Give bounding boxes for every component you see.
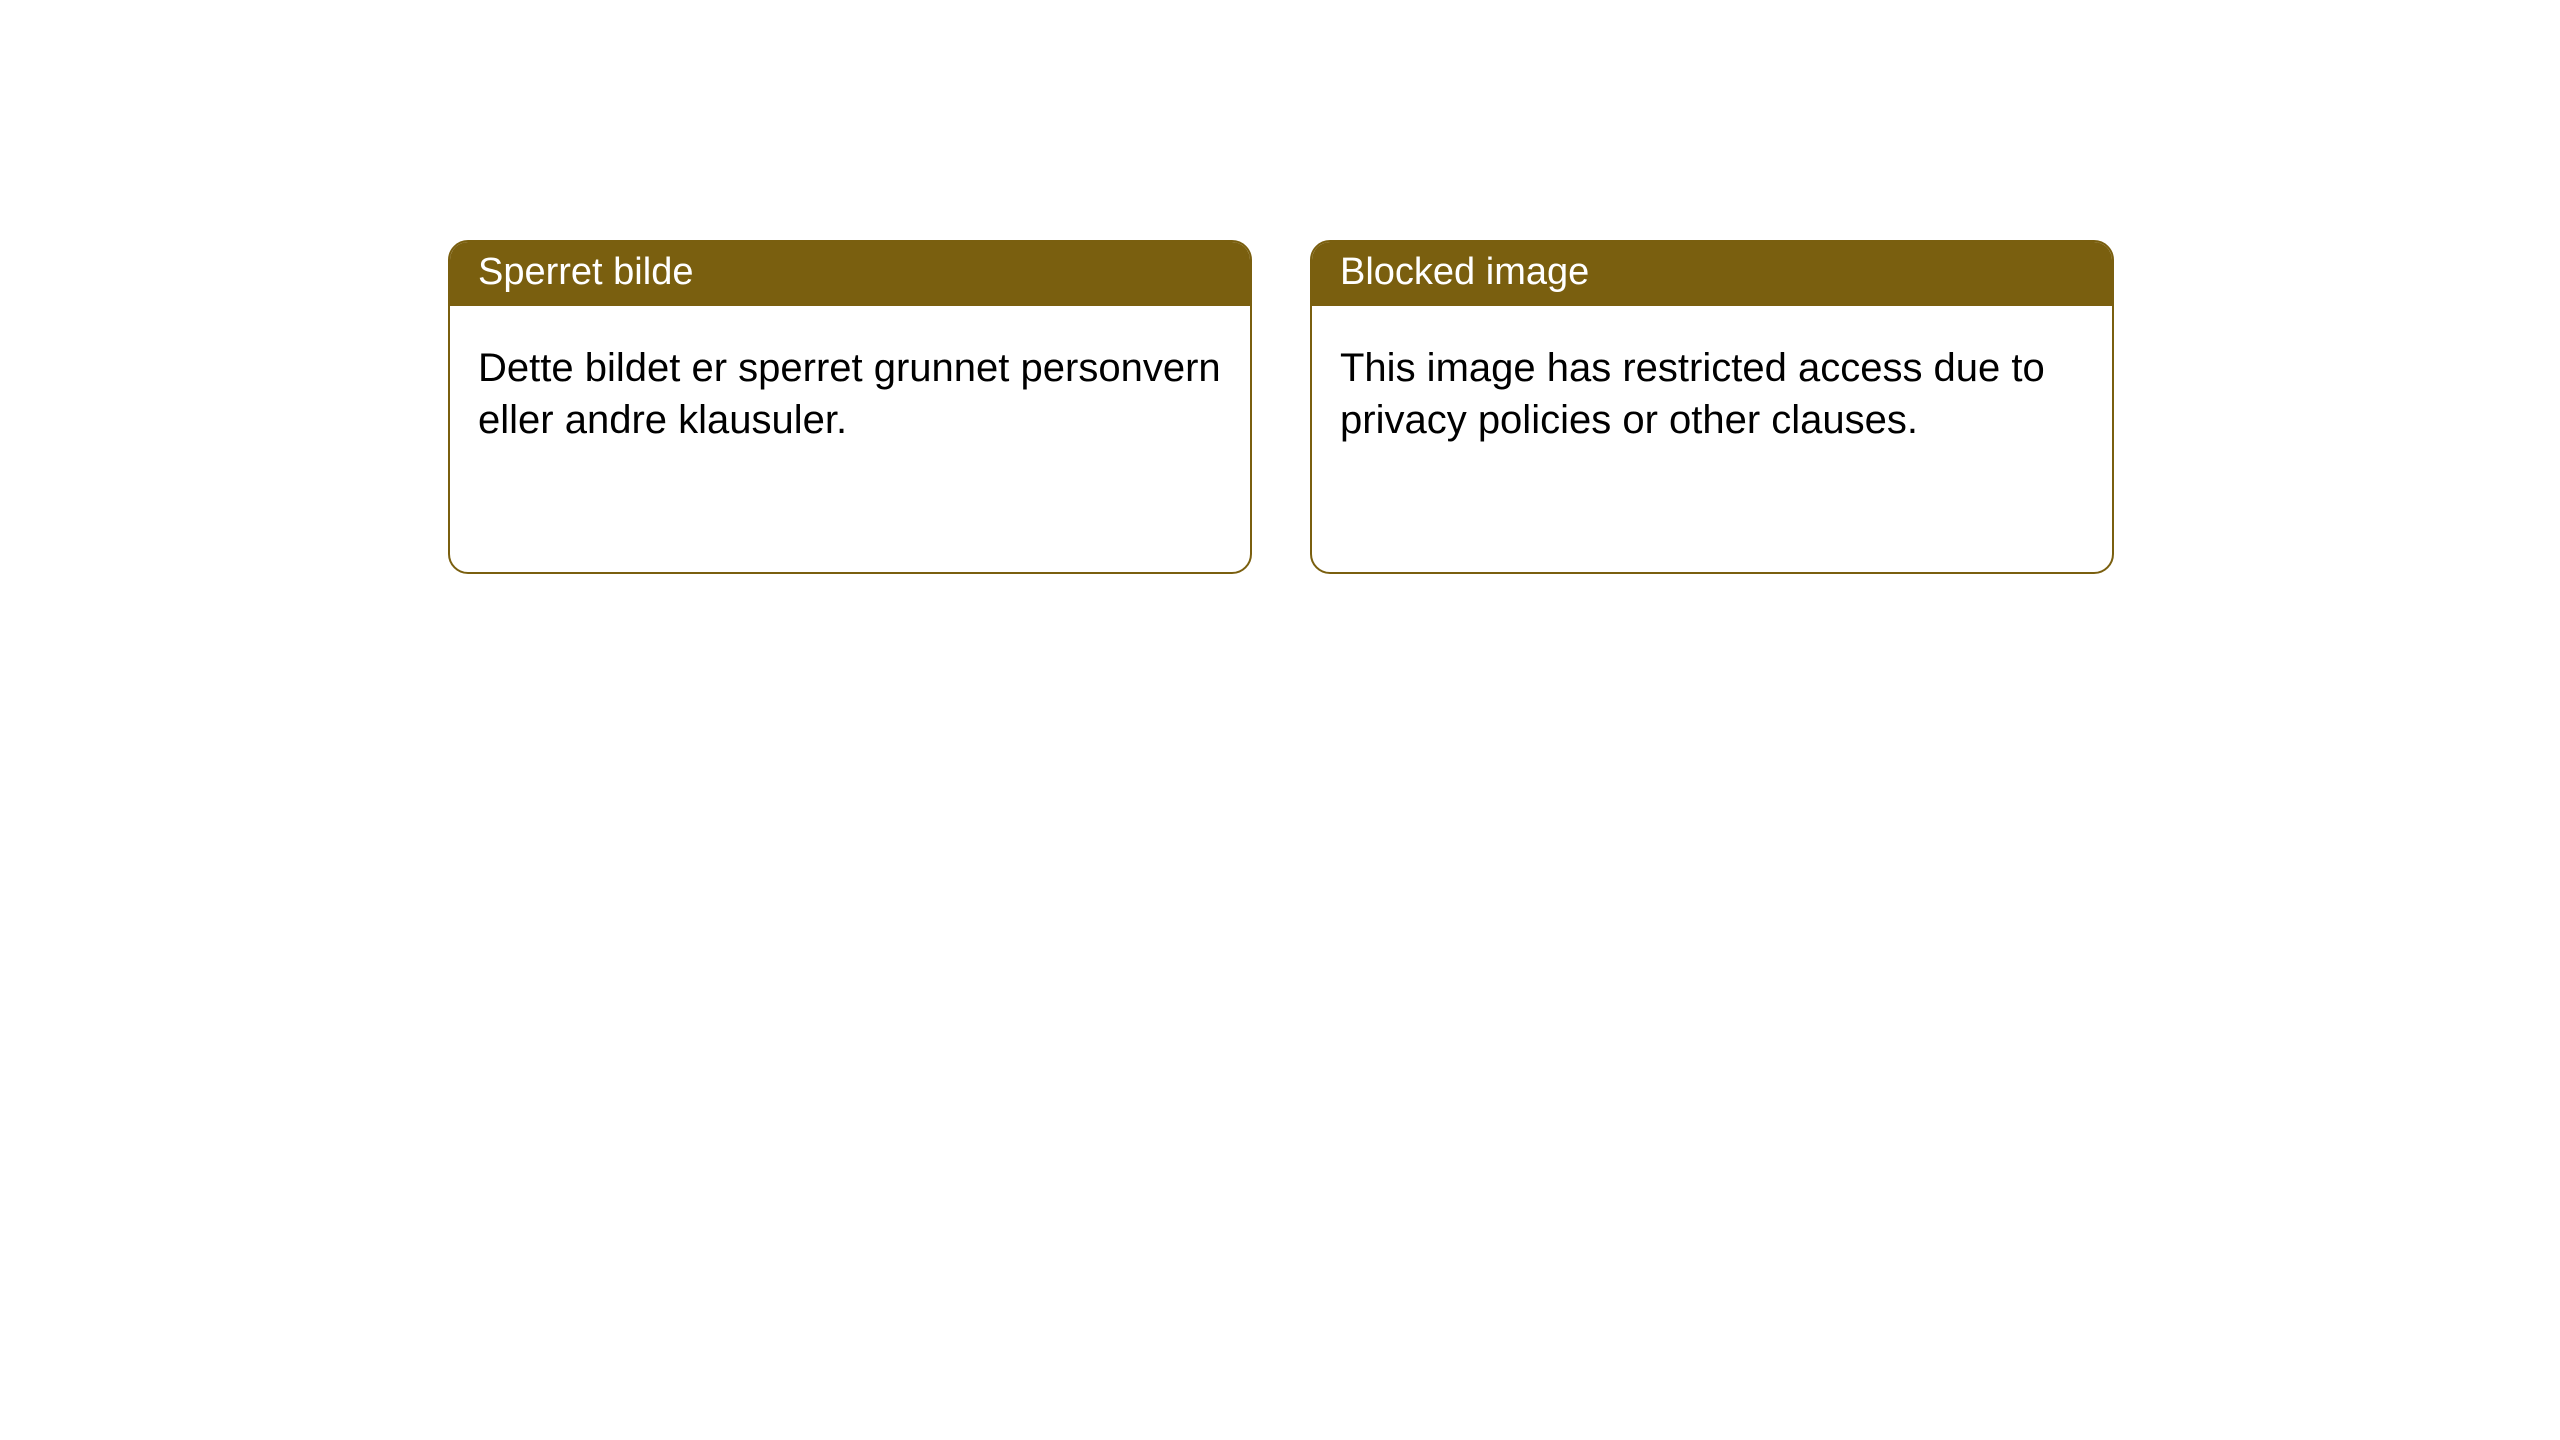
card-body-text: Dette bildet er sperret grunnet personve… <box>478 346 1221 442</box>
card-title: Sperret bilde <box>478 251 693 293</box>
card-body: Dette bildet er sperret grunnet personve… <box>450 306 1250 474</box>
blocked-image-card-no: Sperret bilde Dette bildet er sperret gr… <box>448 240 1252 574</box>
card-body-text: This image has restricted access due to … <box>1340 346 2045 442</box>
card-header: Sperret bilde <box>450 242 1250 306</box>
card-title: Blocked image <box>1340 251 1589 293</box>
blocked-image-card-en: Blocked image This image has restricted … <box>1310 240 2114 574</box>
card-body: This image has restricted access due to … <box>1312 306 2112 474</box>
notice-container: Sperret bilde Dette bildet er sperret gr… <box>0 0 2560 574</box>
card-header: Blocked image <box>1312 242 2112 306</box>
